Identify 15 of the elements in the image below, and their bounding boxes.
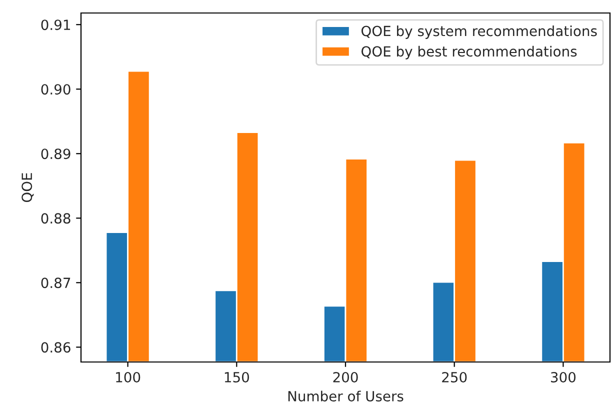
x-tick-label: 150 <box>224 372 249 382</box>
y-tick-label: 0.88 <box>41 213 70 224</box>
x-tick-label: 300 <box>551 372 576 382</box>
x-tick-label: 250 <box>442 372 467 382</box>
y-tick-label: 0.90 <box>41 84 70 95</box>
y-axis-title: QOE <box>22 173 34 202</box>
y-tick-label: 0.87 <box>41 278 70 288</box>
x-tick-label: 200 <box>333 372 358 382</box>
legend-label: QOE by system recommendations <box>361 26 597 39</box>
y-tick-label: 0.89 <box>41 148 70 160</box>
legend-label: QOE by best recommendations <box>361 46 577 60</box>
y-tick-label: 0.91 <box>41 20 70 30</box>
y-tick-label: 0.86 <box>41 342 70 353</box>
x-tick-label: 100 <box>116 372 140 382</box>
x-axis-title: Number of Users <box>288 390 404 402</box>
